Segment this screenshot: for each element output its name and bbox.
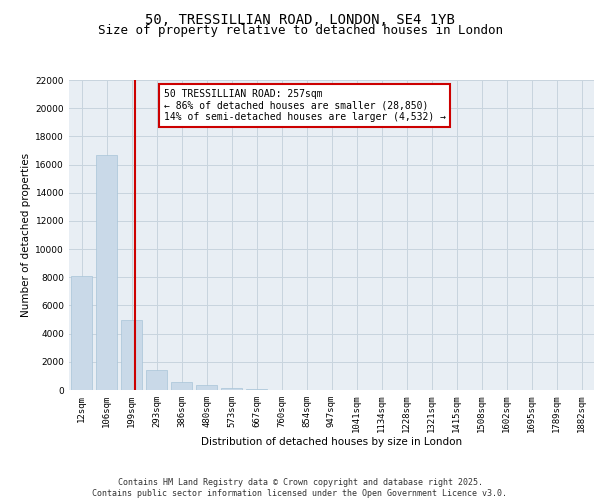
Bar [171, 382, 192, 390]
Bar [121, 320, 142, 390]
Text: Contains HM Land Registry data © Crown copyright and database right 2025.
Contai: Contains HM Land Registry data © Crown c… [92, 478, 508, 498]
Text: 50 TRESSILLIAN ROAD: 257sqm
← 86% of detached houses are smaller (28,850)
14% of: 50 TRESSILLIAN ROAD: 257sqm ← 86% of det… [163, 90, 445, 122]
Bar [196, 385, 217, 390]
Bar [221, 388, 242, 390]
X-axis label: Distribution of detached houses by size in London: Distribution of detached houses by size … [201, 436, 462, 446]
Bar [146, 370, 167, 390]
Bar [96, 154, 117, 390]
Text: 50, TRESSILLIAN ROAD, LONDON, SE4 1YB: 50, TRESSILLIAN ROAD, LONDON, SE4 1YB [145, 12, 455, 26]
Bar [71, 276, 92, 390]
Y-axis label: Number of detached properties: Number of detached properties [21, 153, 31, 317]
Bar [246, 389, 267, 390]
Text: Size of property relative to detached houses in London: Size of property relative to detached ho… [97, 24, 503, 37]
